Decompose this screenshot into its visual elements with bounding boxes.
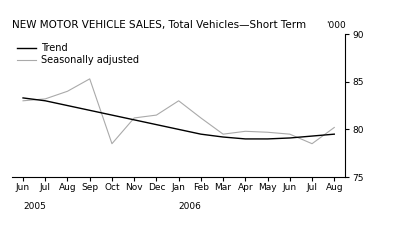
Seasonally adjusted	[332, 126, 337, 129]
Seasonally adjusted	[310, 142, 314, 145]
Trend	[154, 123, 159, 126]
Text: 2005: 2005	[23, 202, 46, 211]
Trend	[21, 96, 25, 99]
Trend	[310, 135, 314, 137]
Trend	[287, 137, 292, 139]
Seasonally adjusted	[43, 98, 48, 100]
Trend	[176, 128, 181, 131]
Trend	[198, 133, 203, 136]
Text: NEW MOTOR VEHICLE SALES, Total Vehicles—Short Term: NEW MOTOR VEHICLE SALES, Total Vehicles—…	[12, 20, 306, 30]
Seasonally adjusted	[265, 131, 270, 134]
Seasonally adjusted	[176, 99, 181, 102]
Trend	[332, 133, 337, 136]
Seasonally adjusted	[243, 130, 248, 133]
Trend	[65, 104, 70, 107]
Trend	[132, 118, 137, 121]
Seasonally adjusted	[87, 77, 92, 80]
Line: Trend: Trend	[23, 98, 334, 139]
Text: '000: '000	[326, 21, 345, 30]
Trend	[243, 138, 248, 140]
Line: Seasonally adjusted: Seasonally adjusted	[23, 79, 334, 144]
Seasonally adjusted	[110, 142, 114, 145]
Seasonally adjusted	[154, 114, 159, 116]
Seasonally adjusted	[198, 117, 203, 119]
Trend	[43, 99, 48, 102]
Trend	[221, 136, 225, 138]
Legend: Trend, Seasonally adjusted: Trend, Seasonally adjusted	[17, 43, 139, 65]
Seasonally adjusted	[287, 133, 292, 136]
Seasonally adjusted	[65, 90, 70, 93]
Seasonally adjusted	[221, 133, 225, 136]
Text: 2006: 2006	[179, 202, 202, 211]
Seasonally adjusted	[21, 99, 25, 102]
Trend	[110, 114, 114, 116]
Trend	[87, 109, 92, 112]
Seasonally adjusted	[132, 117, 137, 119]
Trend	[265, 138, 270, 140]
